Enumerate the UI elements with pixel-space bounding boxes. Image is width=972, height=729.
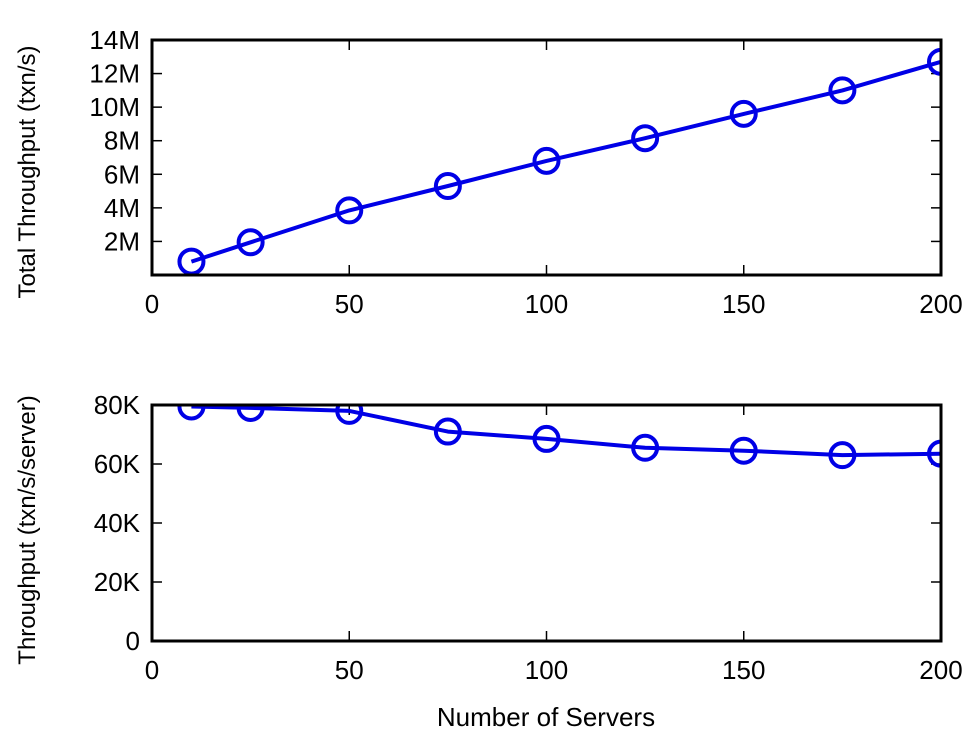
per-server-data-point [433, 417, 462, 446]
x-tick-label: 150 [722, 289, 765, 319]
y-tick-label: 14M [89, 25, 140, 55]
plot-area [177, 405, 941, 470]
total-data-point [236, 228, 265, 257]
total-data-point [729, 99, 758, 128]
total-data-point [532, 146, 561, 175]
total-data-point [631, 124, 660, 153]
y-tick-label: 0 [126, 626, 140, 656]
per-server-data-point [729, 436, 758, 465]
x-tick-label: 100 [525, 655, 568, 685]
y-tick-label: 8M [104, 126, 140, 156]
y-tick-label: 6M [104, 159, 140, 189]
x-tick-label: 200 [919, 655, 962, 685]
y-tick-label: 12M [89, 59, 140, 89]
total-data-point [433, 172, 462, 201]
y-axis-title-total-throughput: Total Throughput (txn/s) [14, 45, 41, 298]
y-axis-title-per-server-throughput: Throughput (txn/s/server) [14, 395, 41, 664]
plot-area [177, 47, 941, 275]
y-tick-label: 4M [104, 193, 140, 223]
per-server-data-point [532, 424, 561, 453]
per-server-data-point [631, 433, 660, 462]
total-data-point [828, 76, 857, 105]
total-series-line [190, 59, 941, 264]
total-data-point [335, 196, 364, 225]
y-tick-label: 60K [94, 449, 141, 479]
y-tick-label: 10M [89, 92, 140, 122]
x-tick-label: 50 [335, 655, 364, 685]
x-tick-label: 200 [919, 289, 962, 319]
per-server-throughput-panel: Throughput (txn/s/server) Number of Serv… [14, 390, 963, 729]
y-tick-label: 2M [104, 226, 140, 256]
x-tick-label: 50 [335, 289, 364, 319]
per-server-series-line [191, 405, 941, 458]
per-server-data-point [828, 441, 857, 470]
plot-frame [150, 38, 943, 277]
y-tick-label: 80K [94, 390, 141, 420]
per-server-data-point [236, 405, 265, 422]
x-tick-label: 150 [722, 655, 765, 685]
plot-frame [150, 403, 943, 643]
x-tick-label: 0 [145, 655, 159, 685]
total-data-point [927, 47, 941, 76]
per-server-data-point [335, 405, 364, 425]
x-axis-title: Number of Servers [437, 702, 655, 729]
x-tick-label: 100 [525, 289, 568, 319]
x-tick-label: 0 [145, 289, 159, 319]
y-tick-label: 20K [94, 567, 141, 597]
per-server-data-point [927, 439, 941, 468]
y-tick-label: 40K [94, 508, 141, 538]
